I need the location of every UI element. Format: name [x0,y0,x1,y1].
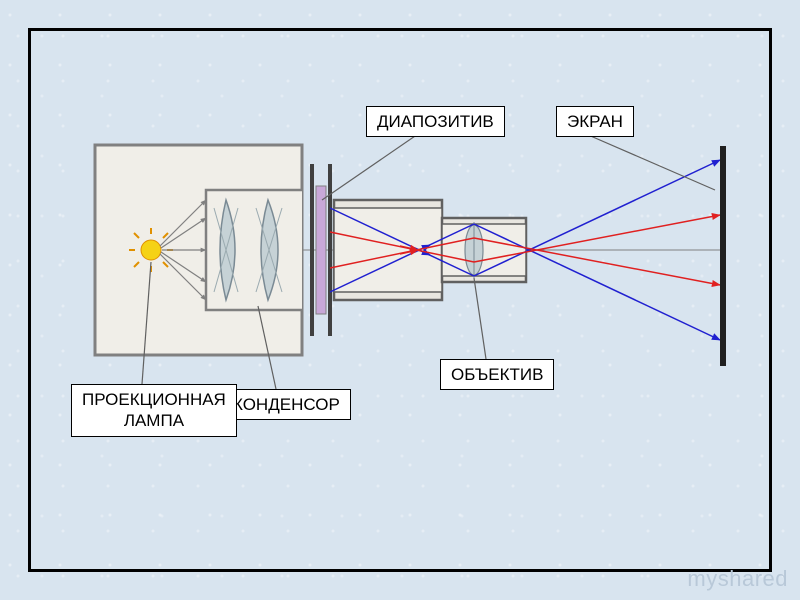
screen-bar [720,146,726,366]
slide [310,164,332,336]
label-objective-text: ОБЪЕКТИВ [451,365,543,384]
label-lamp-text: ПРОЕКЦИОННАЯЛАМПА [82,390,226,430]
label-screen-text: ЭКРАН [567,112,623,131]
watermark: myshared [687,566,788,592]
label-condenser: КОНДЕНСОР [222,389,351,420]
tube [334,200,526,300]
label-slide-text: ДИАПОЗИТИВ [377,112,494,131]
projector-diagram [0,0,800,600]
label-screen: ЭКРАН [556,106,634,137]
label-lamp: ПРОЕКЦИОННАЯЛАМПА [71,384,237,437]
label-slide: ДИАПОЗИТИВ [366,106,505,137]
watermark-text: myshared [687,566,788,591]
label-objective: ОБЪЕКТИВ [440,359,554,390]
label-condenser-text: КОНДЕНСОР [233,395,340,414]
